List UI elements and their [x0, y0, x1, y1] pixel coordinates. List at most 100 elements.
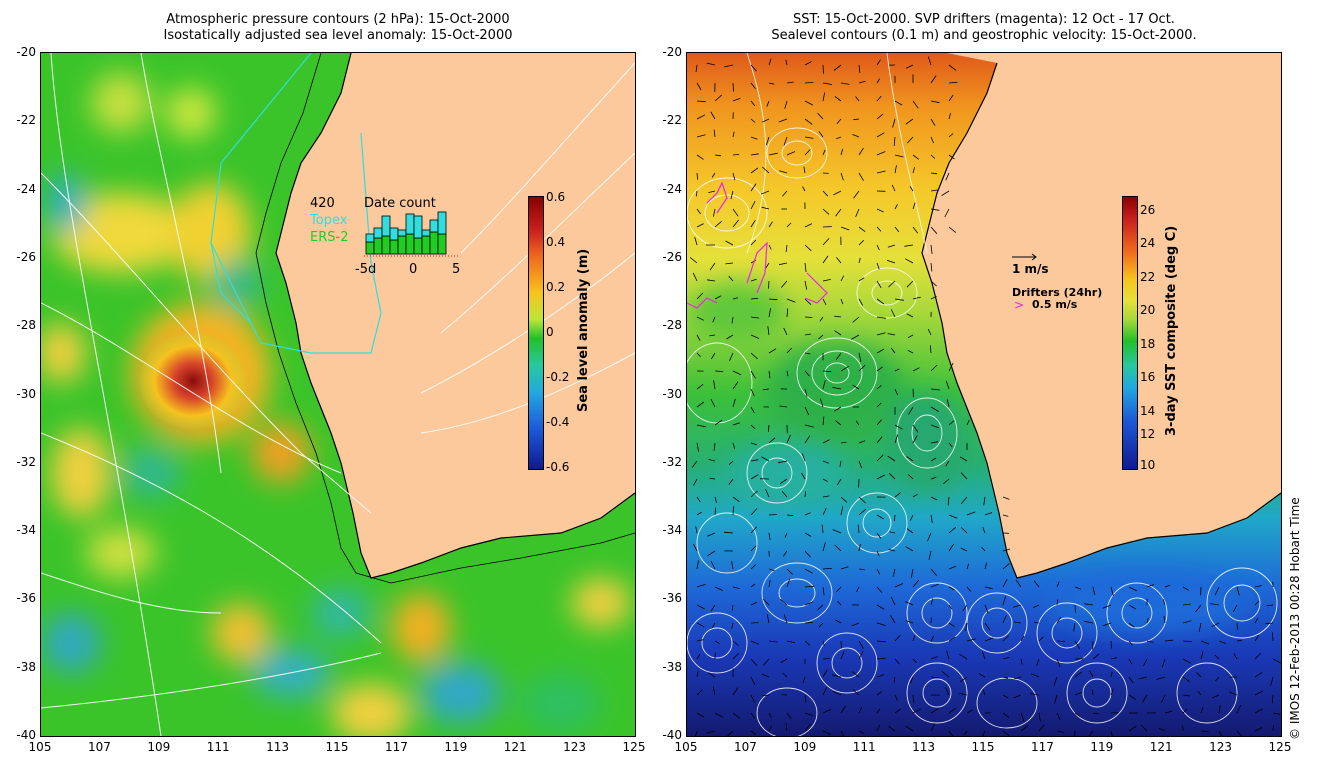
velocity-vector — [876, 568, 881, 575]
velocity-vector — [822, 730, 832, 735]
velocity-vector — [708, 190, 716, 193]
velocity-vector — [910, 568, 914, 578]
velocity-vector — [727, 730, 734, 736]
velocity-vector — [726, 334, 734, 340]
velocity-vector — [822, 279, 831, 282]
velocity-vector — [858, 508, 866, 516]
right-lon-tick: 109 — [793, 740, 817, 754]
velocity-vector — [912, 202, 916, 210]
velocity-vector — [804, 100, 814, 106]
velocity-vector — [858, 80, 866, 84]
velocity-vector — [894, 100, 903, 106]
velocity-vector — [894, 583, 904, 588]
velocity-vector — [732, 154, 740, 156]
velocity-vector — [696, 560, 699, 570]
left-lon-tick: 119 — [444, 740, 468, 754]
velocity-vector — [732, 506, 734, 516]
velocity-vector — [948, 362, 954, 372]
velocity-vector — [783, 327, 788, 336]
velocity-vector — [1236, 730, 1243, 736]
velocity-vector — [978, 673, 986, 678]
velocity-vector — [689, 257, 698, 264]
velocity-vector — [930, 118, 936, 126]
velocity-vector — [778, 118, 788, 123]
velocity-vector — [1031, 673, 1040, 678]
velocity-vector — [1254, 727, 1263, 732]
velocity-vector — [876, 604, 885, 610]
velocity-vector — [750, 82, 756, 90]
velocity-vector — [858, 147, 864, 156]
velocity-vector — [781, 491, 788, 498]
right-lat-tick: -36 — [662, 591, 682, 606]
velocity-vector — [832, 674, 842, 678]
velocity-vector — [1254, 600, 1260, 606]
velocity-vector — [1020, 658, 1023, 665]
velocity-vector — [822, 370, 832, 372]
velocity-vector — [946, 399, 950, 408]
velocity-vector — [930, 457, 937, 462]
velocity-vector — [768, 298, 778, 301]
velocity-vector — [804, 512, 811, 516]
velocity-vector — [834, 315, 842, 318]
velocity-vector — [948, 586, 955, 591]
velocity-vector — [714, 496, 717, 504]
velocity-vector — [713, 208, 716, 217]
velocity-vector — [1054, 694, 1058, 704]
velocity-vector — [786, 347, 792, 354]
velocity-vector — [822, 416, 825, 426]
velocity-vector — [750, 118, 756, 123]
velocity-vector — [892, 118, 896, 128]
left-lat-tick: -24 — [16, 181, 36, 196]
velocity-vector — [1002, 563, 1010, 570]
velocity-vector — [768, 280, 770, 289]
velocity-vector — [840, 172, 844, 181]
velocity-vector — [818, 622, 824, 628]
velocity-vector — [786, 434, 791, 444]
left-lon-tick: 121 — [503, 740, 527, 754]
velocity-vector — [1002, 548, 1011, 552]
velocity-vector — [804, 149, 811, 156]
velocity-vector — [876, 640, 886, 643]
velocity-vector — [804, 435, 811, 444]
velocity-vector — [905, 620, 914, 624]
velocity-vector — [1272, 658, 1281, 664]
velocity-vector — [1236, 639, 1243, 642]
velocity-vector — [1032, 604, 1040, 608]
velocity-vector — [822, 82, 832, 85]
sla-cb-tick: 0 — [546, 325, 554, 339]
velocity-vector — [761, 206, 770, 210]
velocity-vector — [696, 653, 701, 660]
velocity-vector — [706, 730, 716, 734]
sst-cb-tick: 22 — [1140, 270, 1156, 284]
velocity-vector — [783, 614, 788, 624]
velocity-vector — [696, 511, 702, 516]
velocity-vector — [784, 532, 788, 538]
velocity-vector — [1074, 640, 1081, 649]
velocity-vector — [1128, 658, 1133, 665]
velocity-vector — [709, 477, 716, 480]
velocity-vector — [696, 639, 704, 642]
velocity-vector — [894, 204, 898, 210]
velocity-vector — [725, 240, 734, 246]
velocity-vector — [822, 380, 826, 390]
velocity-vector — [1012, 604, 1022, 608]
velocity-vector — [930, 598, 934, 606]
velocity-vector — [907, 349, 914, 354]
velocity-vector — [822, 298, 827, 306]
right-lat-tick: -22 — [662, 113, 682, 128]
velocity-vector — [710, 111, 716, 120]
velocity-vector — [851, 334, 860, 340]
velocity-vector — [894, 165, 897, 174]
velocity-vector — [966, 563, 970, 570]
velocity-vector — [782, 190, 788, 197]
sst-cb-tick: 18 — [1140, 337, 1156, 351]
velocity-vector — [1056, 712, 1061, 721]
velocity-vector — [890, 309, 896, 318]
drifter-scale-label: 0.5 m/s — [1032, 298, 1078, 311]
velocity-vector — [714, 712, 724, 718]
velocity-vector — [984, 637, 994, 642]
velocity-vector — [767, 326, 770, 336]
velocity-vector — [941, 671, 950, 678]
sst-cb-tick: 12 — [1140, 427, 1156, 441]
velocity-vector — [876, 514, 884, 520]
